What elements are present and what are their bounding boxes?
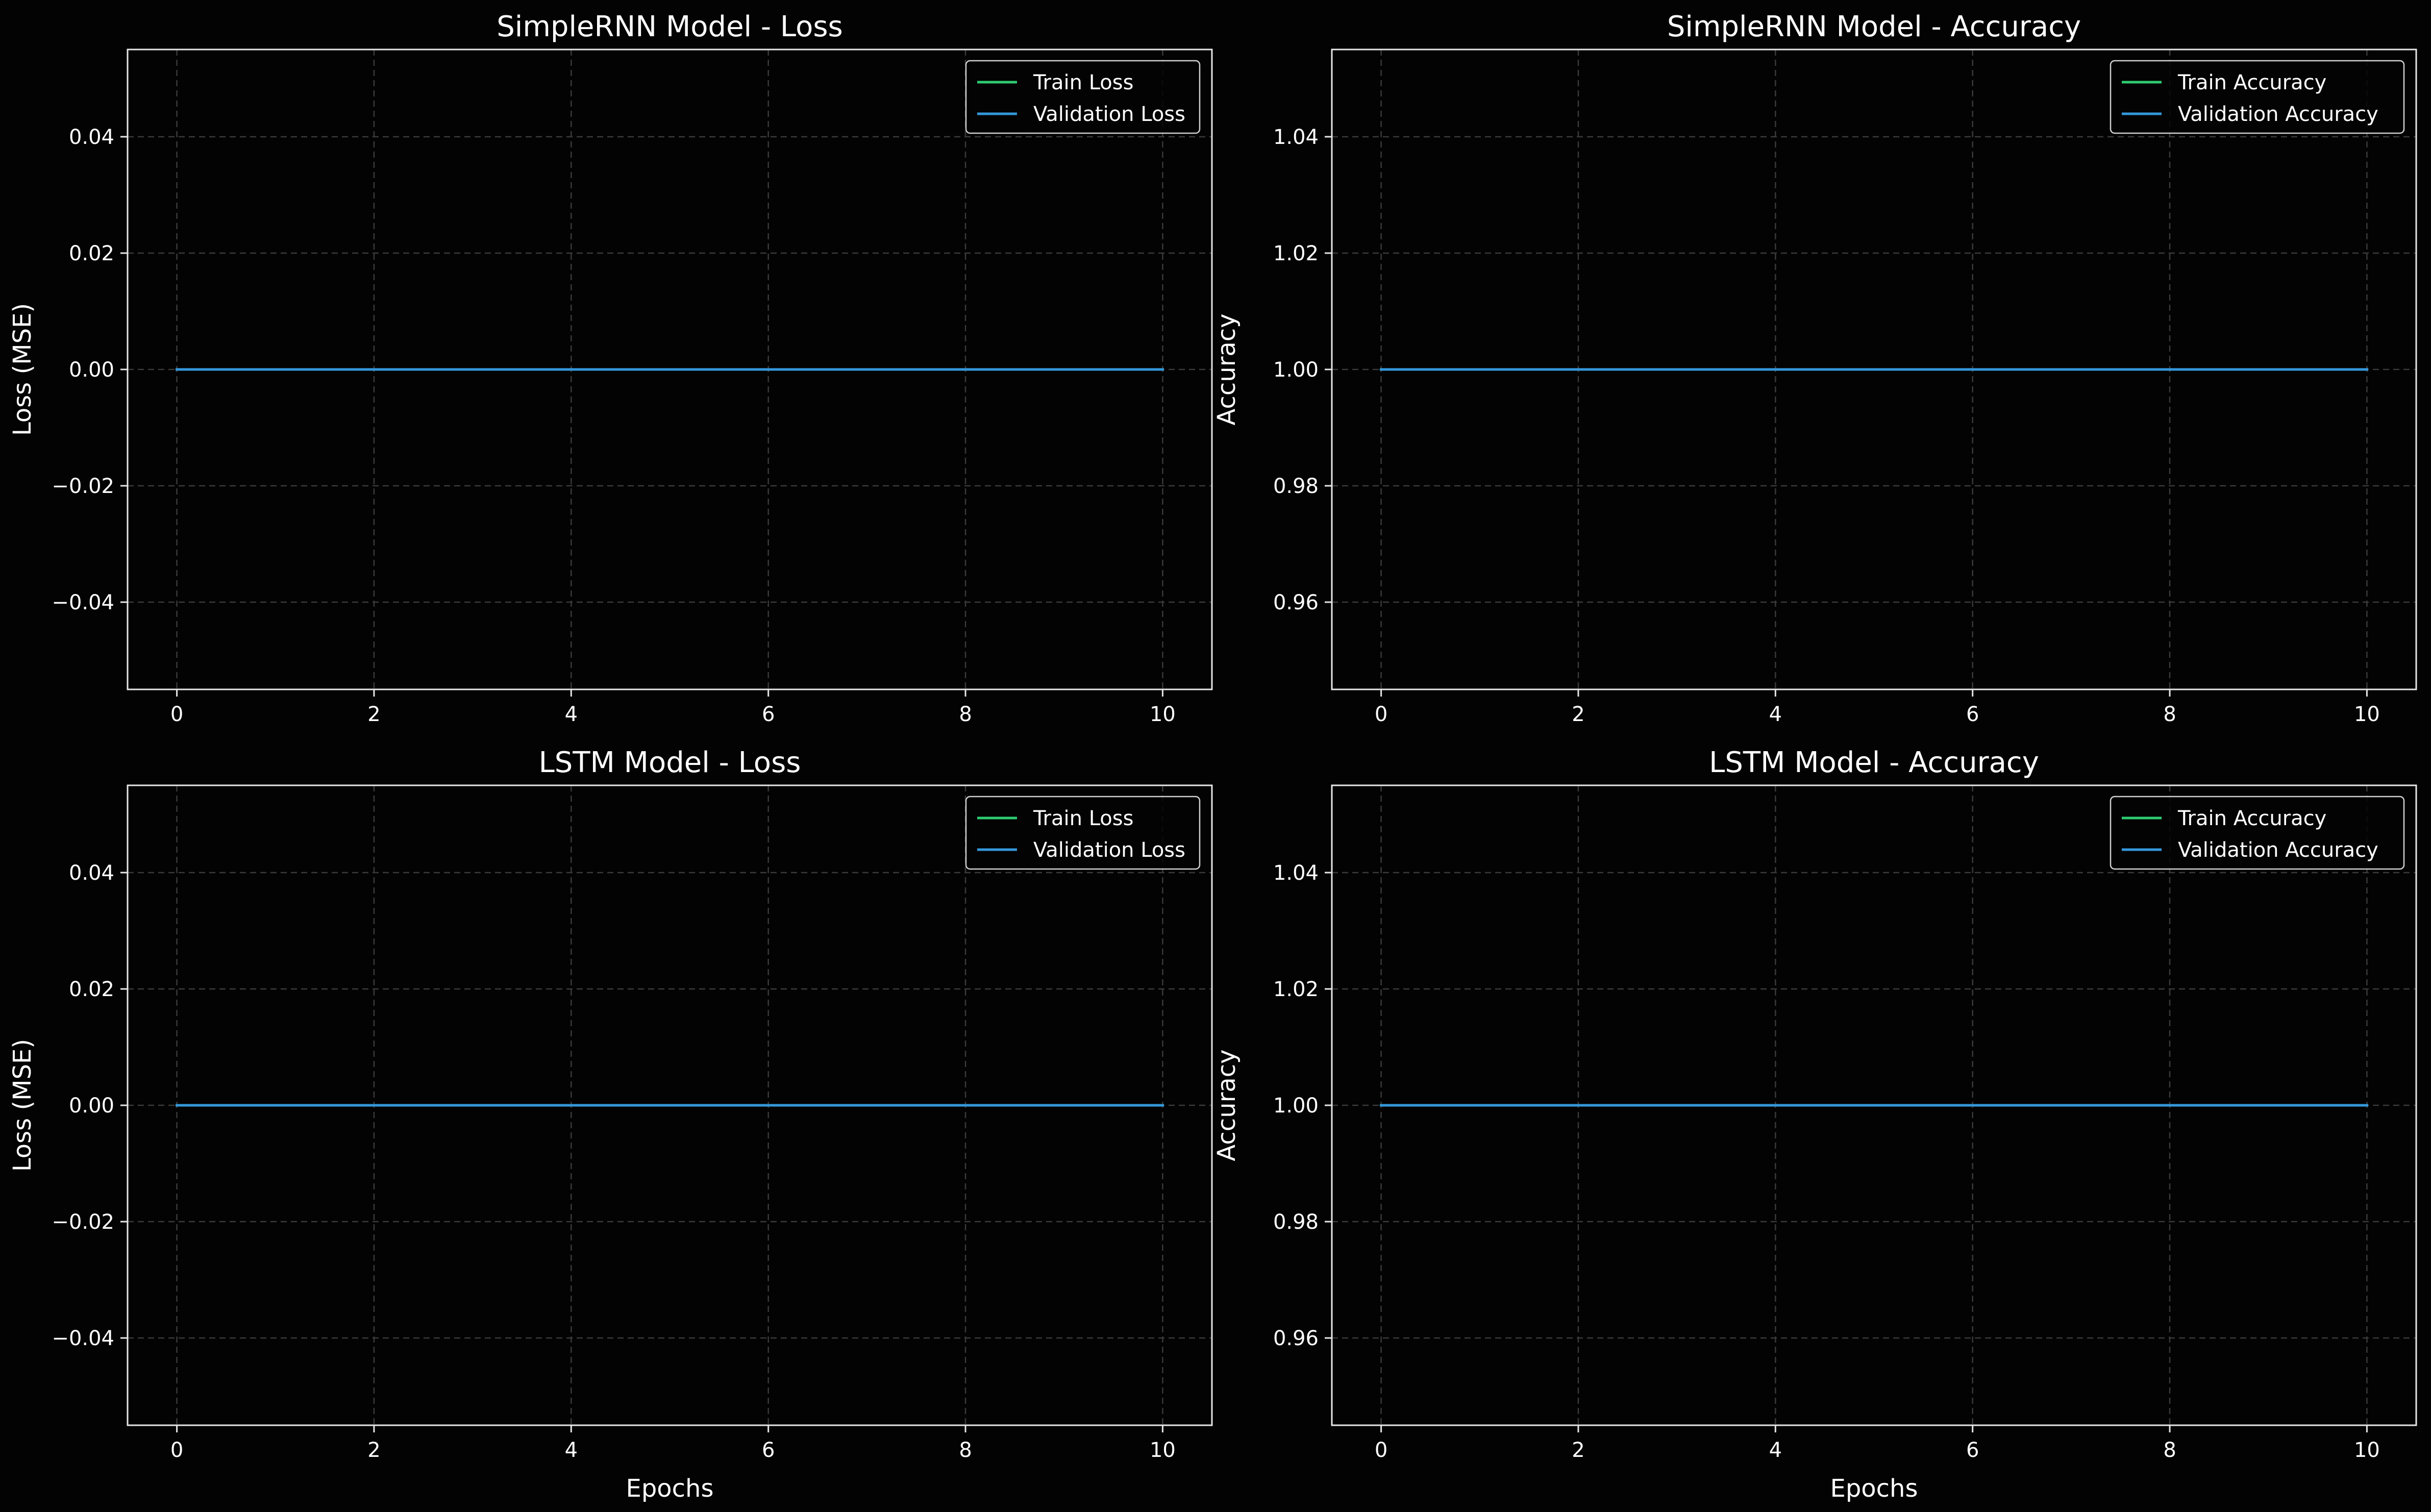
x-tick-label: 4: [1769, 703, 1782, 726]
y-tick-label: 0.96: [1273, 591, 1319, 614]
x-tick-label: 2: [1572, 1439, 1584, 1462]
chart-panel-3: 0 2 4 6 8 10 −0.04 −0.02 0.00 0.02 0.04 LSTM Model …: [8, 746, 1213, 1503]
x-tick-label: 8: [2163, 703, 2176, 726]
chart-panel-4: 0 2 4 6 8 10 0.96 0.98 1.00 1.02 1.04 LSTM Model - …: [1212, 746, 2417, 1503]
y-tick-label: −0.02: [52, 1210, 114, 1234]
x-axis-label: Epochs: [626, 1474, 714, 1503]
legend-entry: Train Loss: [1033, 71, 1133, 94]
chart-title: SimpleRNN Model - Loss: [497, 10, 842, 43]
y-tick-label: 0.98: [1273, 1210, 1319, 1234]
y-tick-label: 0.00: [69, 1094, 114, 1118]
x-tick-label: 0: [1375, 703, 1387, 726]
x-tick-label: 6: [1966, 703, 1979, 726]
legend-entry: Validation Accuracy: [2178, 838, 2378, 862]
y-tick-label: 1.00: [1273, 358, 1319, 382]
x-tick-label: 10: [2354, 1439, 2380, 1462]
y-tick-label: 0.96: [1273, 1327, 1319, 1350]
x-tick-label: 2: [367, 1439, 380, 1462]
y-tick-label: 0.04: [69, 126, 114, 149]
legend-box: [2110, 796, 2405, 870]
legend-entry: Validation Loss: [1033, 103, 1185, 126]
y-tick-label: 0.02: [69, 978, 114, 1001]
y-tick-label: −0.04: [52, 1327, 114, 1350]
x-tick-label: 2: [1572, 703, 1584, 726]
chart-title: LSTM Model - Loss: [539, 746, 801, 779]
x-tick-label: 8: [959, 1439, 972, 1462]
legend-entry: Validation Accuracy: [2178, 103, 2378, 126]
legend-box: [2110, 60, 2405, 134]
legend-entry: Train Accuracy: [2177, 71, 2326, 94]
chart-title: LSTM Model - Accuracy: [1709, 746, 2039, 779]
x-tick-label: 4: [565, 703, 578, 726]
x-tick-label: 6: [762, 1439, 775, 1462]
y-tick-label: 0.02: [69, 242, 114, 265]
legend: Train Accuracy Validation Accuracy: [2110, 60, 2405, 134]
chart-panel-1: 0 2 4 6 8 10 −0.04 −0.02 0.00 0.02 0.04 SimpleRNN M…: [8, 10, 1213, 726]
legend-box: [965, 60, 1201, 134]
x-tick-label: 10: [2354, 703, 2380, 726]
legend-entry: Train Loss: [1033, 807, 1133, 830]
y-tick-label: 0.00: [69, 358, 114, 382]
chart-panel-2: 0 2 4 6 8 10 0.96 0.98 1.00 1.02 1.04 SimpleRNN Mod…: [1212, 10, 2417, 726]
y-tick-label: −0.04: [52, 591, 114, 614]
y-tick-label: 1.02: [1273, 242, 1319, 265]
x-tick-label: 6: [1966, 1439, 1979, 1462]
x-tick-label: 6: [762, 703, 775, 726]
y-tick-label: 0.04: [69, 861, 114, 885]
y-axis-label: Loss (MSE): [8, 303, 37, 436]
legend: Train Loss Validation Loss: [965, 796, 1201, 870]
y-axis-label: Loss (MSE): [8, 1039, 37, 1172]
y-tick-label: 1.04: [1273, 126, 1319, 149]
y-tick-label: −0.02: [52, 475, 114, 498]
x-tick-label: 0: [170, 1439, 183, 1462]
x-tick-label: 0: [170, 703, 183, 726]
x-tick-label: 10: [1150, 703, 1176, 726]
y-axis-label: Accuracy: [1212, 1049, 1241, 1161]
legend-box: [965, 796, 1201, 870]
y-axis-label: Accuracy: [1212, 313, 1241, 425]
x-tick-label: 2: [367, 703, 380, 726]
chart-title: SimpleRNN Model - Accuracy: [1667, 10, 2081, 43]
legend-entry: Train Accuracy: [2177, 807, 2326, 830]
y-tick-label: 1.04: [1273, 861, 1319, 885]
x-tick-label: 8: [2163, 1439, 2176, 1462]
y-tick-label: 1.02: [1273, 978, 1319, 1001]
x-tick-label: 4: [1769, 1439, 1782, 1462]
x-tick-label: 0: [1375, 1439, 1387, 1462]
x-axis-label: Epochs: [1830, 1474, 1918, 1503]
legend: Train Accuracy Validation Accuracy: [2110, 796, 2405, 870]
y-tick-label: 0.98: [1273, 475, 1319, 498]
y-tick-label: 1.00: [1273, 1094, 1319, 1118]
x-tick-label: 8: [959, 703, 972, 726]
legend: Train Loss Validation Loss: [965, 60, 1201, 134]
x-tick-label: 10: [1150, 1439, 1176, 1462]
legend-entry: Validation Loss: [1033, 838, 1185, 862]
x-tick-label: 4: [565, 1439, 578, 1462]
